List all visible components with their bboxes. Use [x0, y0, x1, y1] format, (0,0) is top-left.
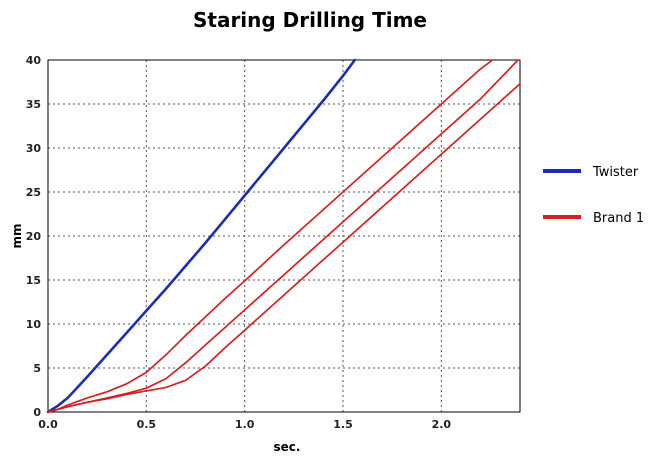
legend-label-1: Brand 1 — [593, 211, 644, 226]
y-tick-label: 25 — [26, 186, 41, 199]
x-axis-ticks: 0.0 0.5 1.0 1.5 2.0 — [38, 418, 451, 431]
series-line-twister-0 — [46, 58, 357, 414]
y-tick-label: 35 — [26, 98, 41, 111]
chart-title: Staring Drilling Time — [193, 8, 427, 32]
x-tick-label: 1.0 — [235, 418, 255, 431]
y-tick-label: 40 — [26, 54, 42, 67]
legend-label-0: Twister — [592, 165, 639, 180]
legend-swatch-1 — [543, 215, 581, 219]
y-tick-label: 10 — [26, 318, 42, 331]
y-axis-label: mm — [10, 223, 24, 248]
x-tick-label: 2.0 — [432, 418, 452, 431]
legend: Twister Brand 1 — [543, 165, 644, 226]
y-axis-ticks: 0 5 10 15 20 25 30 35 40 — [26, 54, 42, 419]
y-tick-label: 30 — [26, 142, 42, 155]
grid — [48, 60, 520, 412]
plot-area-border — [47, 59, 521, 413]
series-line-brand-1-3 — [47, 82, 521, 413]
x-tick-label: 0.0 — [38, 418, 58, 431]
x-tick-label: 1.5 — [333, 418, 353, 431]
series-line-brand-1-1 — [47, 59, 494, 413]
y-tick-label: 20 — [26, 230, 42, 243]
x-tick-label: 0.5 — [137, 418, 157, 431]
y-tick-label: 5 — [33, 362, 41, 375]
series-layer — [46, 58, 521, 414]
x-axis-label: sec. — [274, 440, 301, 454]
y-tick-label: 15 — [26, 274, 41, 287]
legend-swatch-0 — [543, 169, 581, 173]
y-tick-label: 0 — [33, 406, 41, 419]
